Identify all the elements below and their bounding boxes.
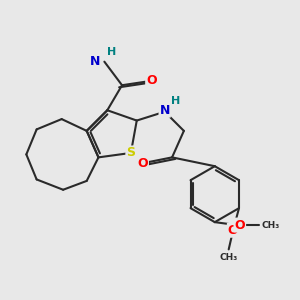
Text: O: O: [146, 74, 157, 87]
Text: S: S: [126, 146, 135, 159]
Text: H: H: [171, 95, 181, 106]
Text: O: O: [235, 219, 245, 232]
Text: H: H: [107, 47, 116, 57]
Text: CH₃: CH₃: [220, 253, 238, 262]
Text: N: N: [160, 104, 170, 117]
Text: O: O: [137, 157, 148, 170]
Text: O: O: [228, 224, 238, 237]
Text: CH₃: CH₃: [262, 220, 280, 230]
Text: N: N: [90, 55, 100, 68]
